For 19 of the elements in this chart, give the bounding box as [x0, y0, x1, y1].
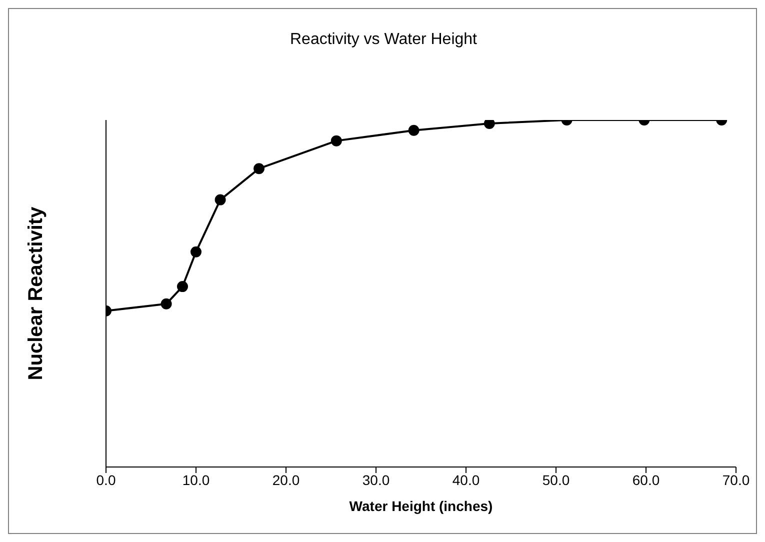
- chart-title: Reactivity vs Water Height: [288, 31, 478, 49]
- point: [160, 298, 172, 310]
- point: [484, 120, 495, 129]
- x-tick-label: 10.0: [182, 472, 210, 488]
- point: [214, 194, 226, 206]
- x-tick-label: 0.0: [96, 472, 116, 488]
- point: [254, 163, 264, 174]
- point: [177, 281, 188, 292]
- x-tick-label: 70.0: [722, 472, 750, 488]
- x-tick-label: 20.0: [272, 472, 300, 488]
- point: [330, 135, 342, 146]
- point: [190, 246, 202, 258]
- x-tick-label: 50.0: [542, 472, 570, 488]
- x-tick-label: 60.0: [632, 472, 660, 488]
- point: [408, 124, 420, 136]
- x-axis-title: Water Height (inches): [349, 498, 493, 514]
- x-tick-label: 30.0: [362, 472, 390, 488]
- y-axis-title: Nuclear Reactivity: [25, 206, 48, 380]
- x-tick-label: 40.0: [452, 472, 480, 488]
